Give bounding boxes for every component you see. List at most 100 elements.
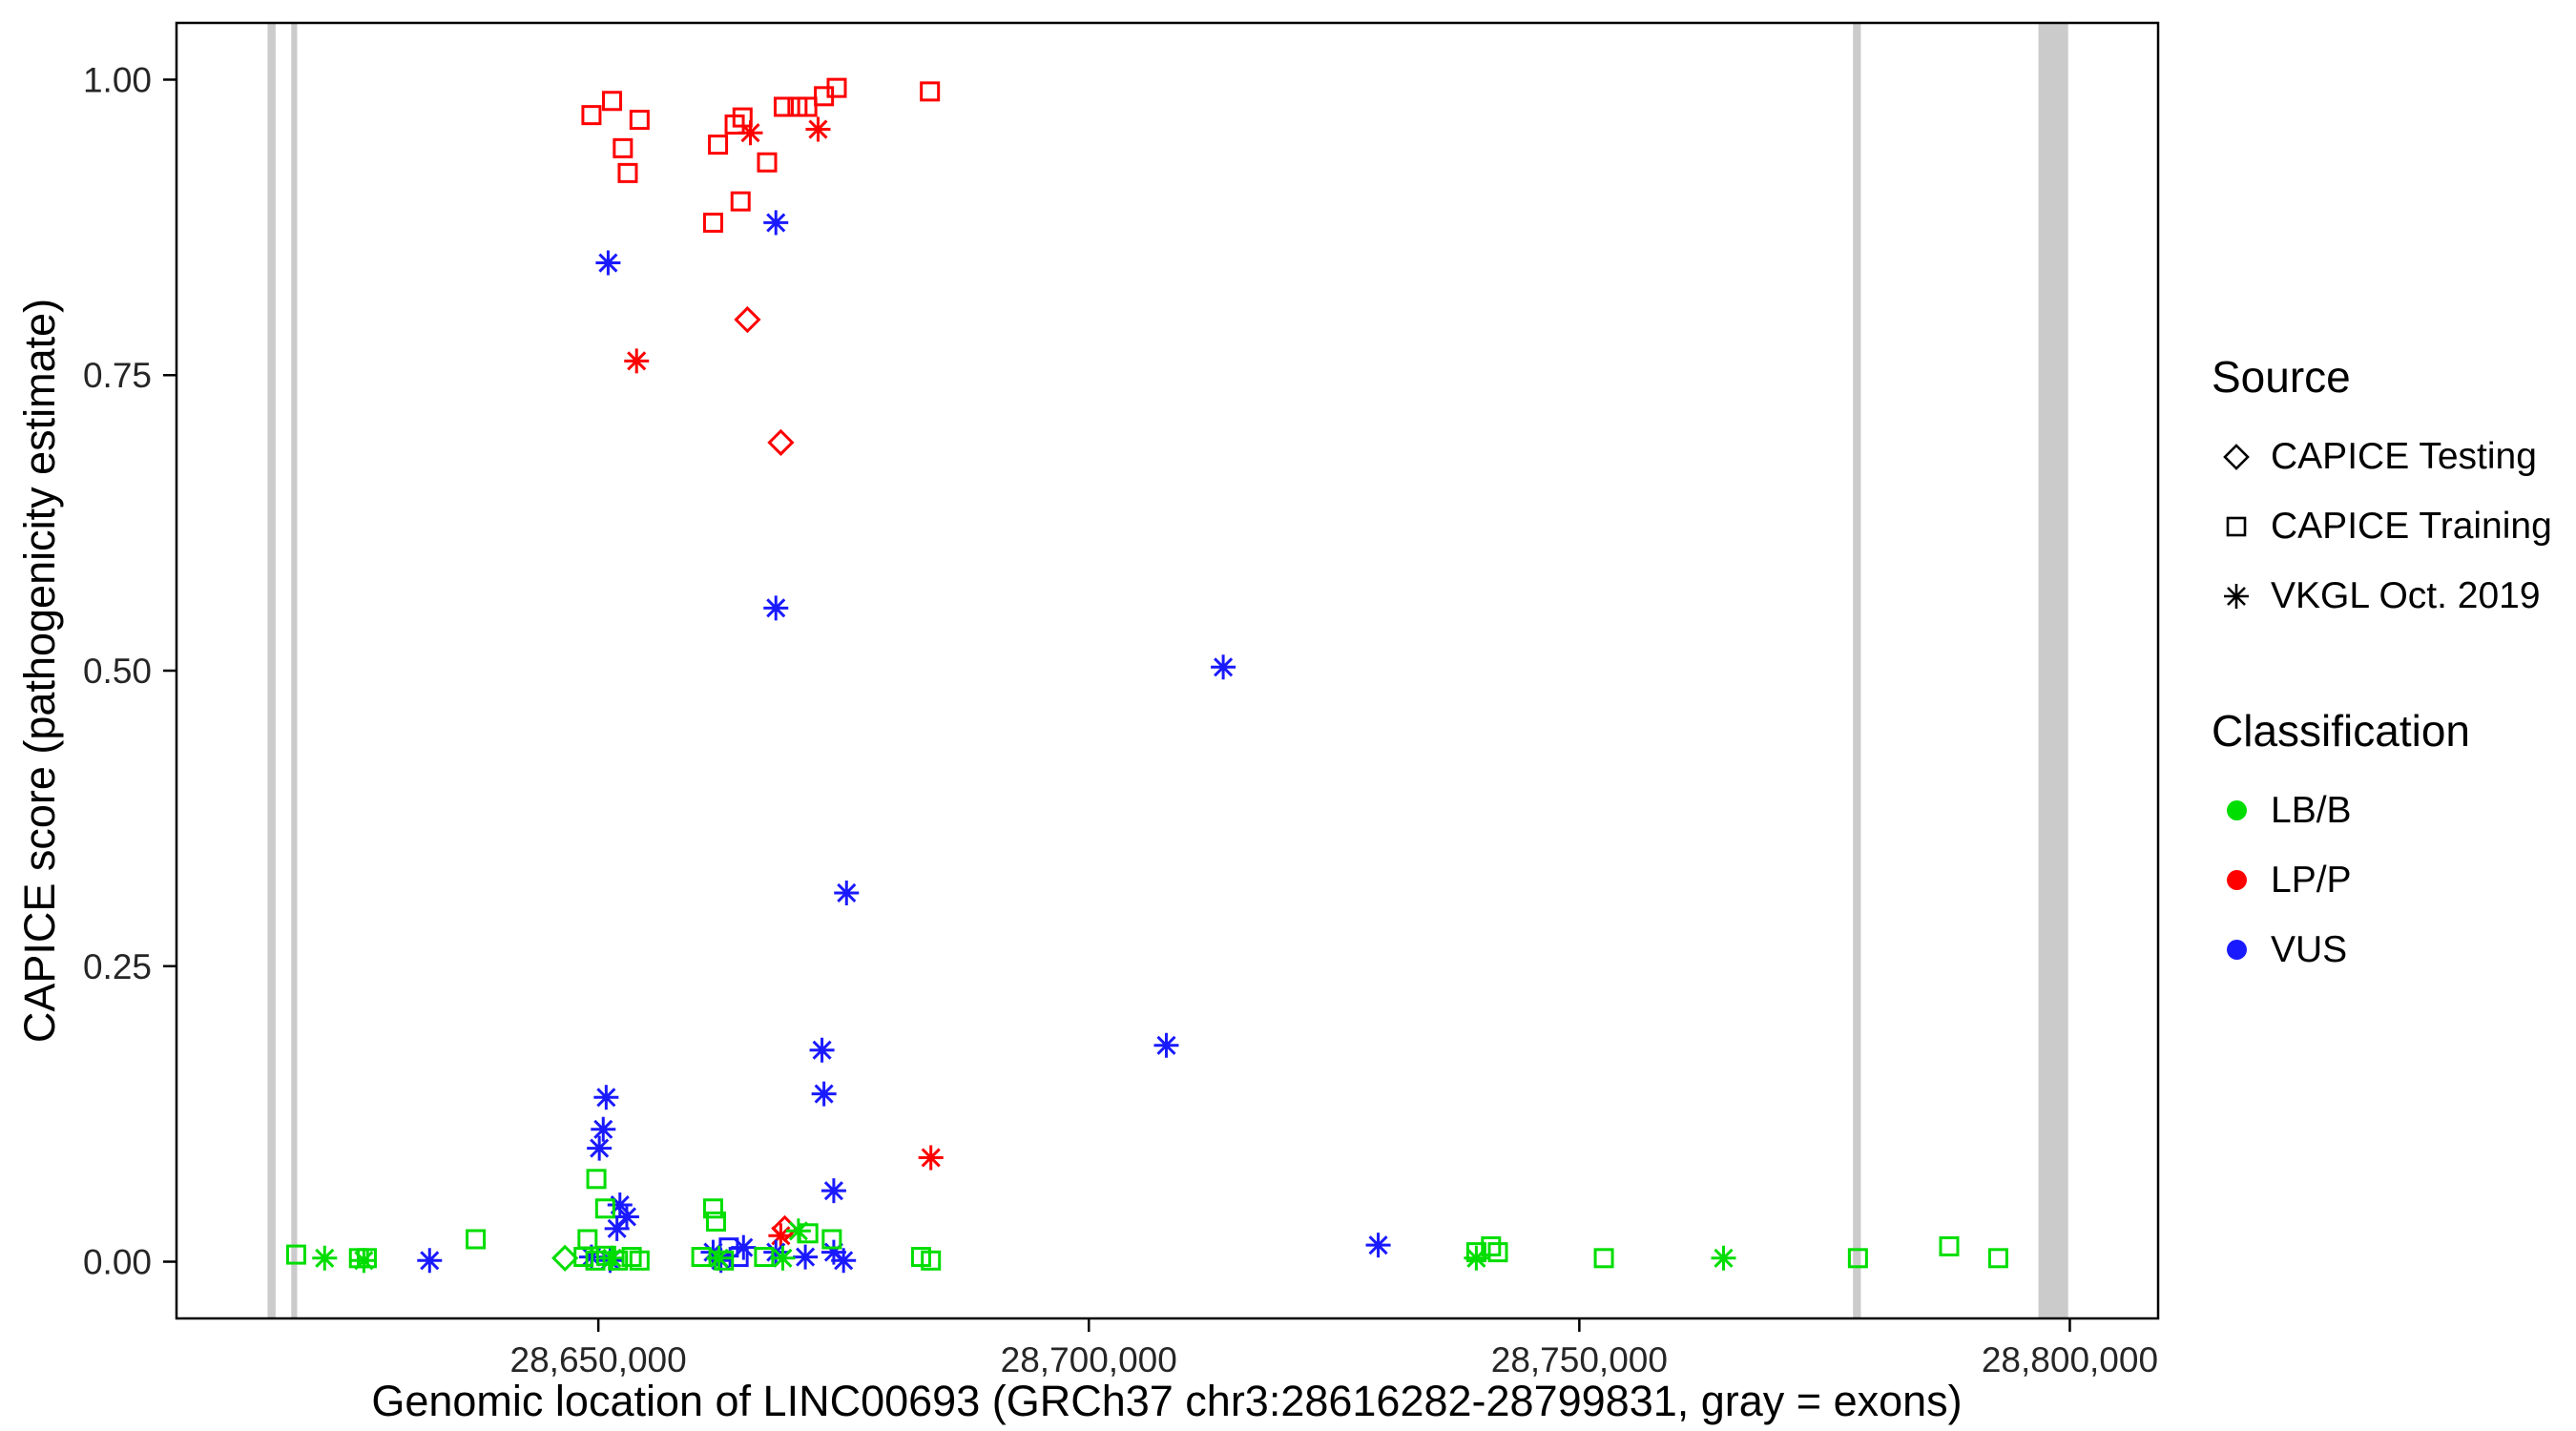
data-point-square — [1847, 1248, 1868, 1269]
lpp-dot-icon — [2212, 870, 2261, 890]
data-point-square — [613, 137, 634, 158]
data-point-square — [586, 1169, 607, 1190]
data-point-asterisk — [706, 1245, 732, 1271]
data-point-asterisk — [785, 1218, 811, 1244]
legend-label-lbb: LB/B — [2271, 789, 2352, 831]
data-point-asterisk — [770, 1245, 796, 1271]
data-point-asterisk — [1711, 1245, 1736, 1271]
data-point-square — [466, 1229, 487, 1250]
exon-bar — [291, 23, 298, 1318]
x-tick-label: 28,650,000 — [510, 1340, 687, 1379]
lbb-dot-icon — [2212, 800, 2261, 820]
data-point-asterisk — [1365, 1233, 1391, 1258]
legend-item-lpp: LP/P — [2212, 845, 2552, 915]
data-point-square — [920, 81, 941, 102]
legend-item-vkgl: VKGL Oct. 2019 — [2212, 561, 2552, 631]
x-tick-label: 28,750,000 — [1491, 1340, 1668, 1379]
data-point-asterisk — [351, 1248, 377, 1274]
y-tick-label: 0.75 — [83, 356, 152, 395]
data-point-square — [821, 1229, 842, 1250]
data-point-square — [730, 191, 751, 212]
asterisk-icon — [2212, 578, 2261, 614]
data-point-square — [797, 96, 818, 117]
legend-label-capice-testing: CAPICE Testing — [2271, 435, 2537, 477]
x-axis-title: Genomic location of LINC00693 (GRCh37 ch… — [371, 1377, 1963, 1425]
data-point-asterisk — [607, 1192, 633, 1218]
data-point-square — [581, 105, 602, 126]
data-point-square — [285, 1244, 306, 1265]
x-tick-label: 28,800,000 — [1982, 1340, 2158, 1379]
exon-bar — [267, 23, 276, 1318]
data-point-square — [702, 212, 723, 233]
legend-item-lbb: LB/B — [2212, 776, 2552, 845]
data-point-square — [577, 1229, 598, 1250]
data-point-asterisk — [763, 210, 789, 236]
data-point-diamond — [767, 428, 795, 456]
data-point-asterisk — [593, 1085, 619, 1110]
data-point-asterisk — [831, 1248, 857, 1274]
diamond-icon — [2212, 439, 2261, 475]
legend-label-vkgl: VKGL Oct. 2019 — [2271, 574, 2541, 616]
data-point-square — [706, 1211, 727, 1232]
y-tick-label: 0.50 — [83, 652, 152, 691]
legend-item-capice-testing: CAPICE Testing — [2212, 422, 2552, 491]
data-point-square — [921, 1250, 942, 1271]
data-point-asterisk — [595, 250, 621, 276]
data-point-asterisk — [599, 1245, 625, 1271]
data-point-asterisk — [587, 1135, 613, 1161]
vus-dot-icon — [2212, 940, 2261, 960]
data-point-asterisk — [763, 595, 789, 621]
data-point-square — [1481, 1235, 1502, 1256]
data-point-asterisk — [1153, 1032, 1179, 1058]
legend-label-capice-training: CAPICE Training — [2271, 505, 2552, 547]
data-point-asterisk — [624, 348, 650, 374]
data-point-square — [1987, 1248, 2008, 1269]
data-point-asterisk — [793, 1244, 819, 1270]
legend-group-source: Source CAPICE Testing CAPICE Training VK… — [2212, 351, 2552, 631]
x-tick-label: 28,700,000 — [1001, 1340, 1177, 1379]
data-point-square — [594, 1198, 615, 1219]
data-point-diamond — [551, 1244, 579, 1272]
data-point-square — [602, 91, 623, 112]
data-point-asterisk — [604, 1215, 630, 1241]
data-point-diamond — [734, 305, 761, 334]
data-point-square — [702, 1198, 723, 1219]
data-point-square — [773, 96, 794, 117]
data-point-square — [757, 152, 778, 173]
legend-title-classification: Classification — [2212, 706, 2470, 756]
exon-bar — [2038, 23, 2068, 1318]
data-point-square — [629, 1250, 650, 1271]
legend-item-capice-training: CAPICE Training — [2212, 491, 2552, 561]
data-point-asterisk — [1211, 654, 1236, 680]
legend-label-vus: VUS — [2271, 928, 2348, 970]
data-point-asterisk — [809, 1037, 835, 1063]
data-point-asterisk — [834, 880, 860, 905]
data-point-asterisk — [821, 1178, 846, 1204]
data-point-square — [1593, 1248, 1614, 1269]
data-point-asterisk — [417, 1248, 443, 1274]
legend: Source CAPICE Testing CAPICE Training VK… — [2212, 351, 2552, 985]
exon-bar — [1853, 23, 1861, 1318]
data-point-asterisk — [737, 120, 763, 146]
y-tick-label: 0.25 — [83, 947, 152, 986]
data-point-square — [629, 110, 650, 131]
data-point-asterisk — [805, 116, 831, 142]
data-point-square — [585, 1250, 606, 1271]
data-point-square — [356, 1248, 377, 1269]
data-point-square — [708, 135, 729, 156]
data-point-asterisk — [1464, 1245, 1489, 1271]
y-axis-title: CAPICE score (pathogenicity estimate) — [15, 298, 64, 1044]
data-point-square — [826, 77, 847, 98]
legend-label-lpp: LP/P — [2271, 859, 2352, 901]
square-icon — [2212, 508, 2261, 545]
data-point-asterisk — [312, 1245, 338, 1271]
y-tick-label: 1.00 — [83, 60, 152, 99]
data-point-asterisk — [591, 1116, 616, 1142]
legend-title-source: Source — [2212, 352, 2351, 402]
legend-item-vus: VUS — [2212, 915, 2552, 985]
data-point-square — [1487, 1242, 1508, 1263]
y-tick-label: 0.00 — [83, 1243, 152, 1282]
data-point-asterisk — [613, 1204, 639, 1230]
